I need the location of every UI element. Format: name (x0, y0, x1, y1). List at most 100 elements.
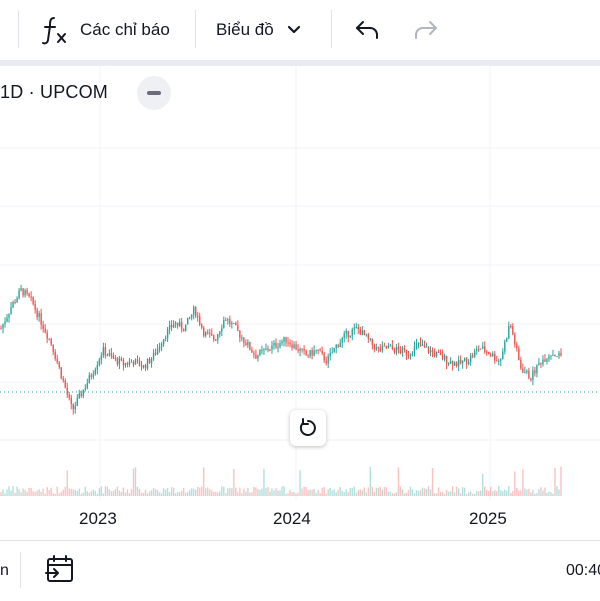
candle-body (72, 403, 74, 410)
redo-icon[interactable] (412, 16, 440, 44)
candle-body (457, 359, 460, 366)
indicators-label: Các chỉ báo (80, 20, 170, 39)
go-to-date-icon[interactable] (44, 553, 76, 585)
candle-body (532, 370, 534, 380)
candle-body (443, 355, 446, 360)
volume-bar (102, 493, 105, 496)
volume-bar (273, 490, 275, 496)
candle-body (482, 346, 484, 349)
undo-icon[interactable] (353, 16, 381, 44)
volume-bar (373, 491, 376, 496)
volume-bar (486, 489, 488, 496)
candle-body (488, 352, 490, 355)
volume-bar (68, 488, 70, 496)
volume-bar (283, 486, 285, 496)
volume-bar (24, 490, 26, 496)
candle-body (303, 348, 305, 351)
volume-bar (134, 467, 137, 496)
volume-bar (329, 487, 331, 496)
reset-chart-button[interactable] (290, 410, 326, 446)
volume-bar (36, 490, 38, 496)
candle-body (170, 325, 173, 328)
volume-bar (445, 489, 448, 496)
volume-bar (205, 488, 207, 496)
candle-body (467, 361, 470, 364)
candle-body (263, 349, 265, 351)
candle-body (423, 344, 426, 347)
volume-bar (233, 468, 235, 496)
candle-body (273, 342, 275, 346)
volume-bar (391, 493, 394, 496)
fx-icon[interactable] (40, 14, 70, 46)
candle-body (385, 345, 388, 349)
candle-body (283, 336, 285, 342)
volume-bar (219, 491, 221, 496)
candle-body (367, 334, 370, 339)
volume-bar (197, 486, 199, 496)
candle-body (156, 348, 159, 355)
candle-body (550, 355, 552, 357)
volume-bar (164, 489, 167, 496)
candle-body (84, 388, 87, 390)
volume-bar (502, 491, 504, 496)
candle-body (331, 352, 333, 354)
candle-body (166, 329, 169, 339)
candle-body (419, 342, 422, 346)
volume-bar (453, 492, 456, 496)
candle-body (387, 345, 390, 349)
candle-body (417, 342, 420, 345)
candle-body (279, 343, 281, 348)
volume-bar (14, 492, 16, 496)
volume-bar (148, 491, 151, 496)
chart-type-button[interactable]: Biểu đồ (216, 10, 302, 50)
volume-bar (544, 487, 546, 496)
candle-body (293, 344, 295, 348)
price-chart[interactable] (0, 66, 600, 536)
volume-bar (500, 490, 502, 496)
volume-bar (325, 493, 327, 496)
candle-body (391, 345, 394, 349)
volume-bar (285, 493, 287, 496)
candle-body (16, 298, 18, 303)
volume-bar (443, 493, 446, 496)
candle-body (435, 351, 438, 357)
volume-bar (494, 489, 496, 496)
volume-bar (156, 490, 159, 496)
volume-bar (64, 486, 66, 496)
timeframe-text[interactable]: n (0, 562, 9, 579)
candle-body (305, 350, 307, 356)
volume-bar (100, 486, 103, 496)
candle-body (42, 324, 44, 329)
volume-bar (335, 492, 337, 496)
volume-bar (506, 490, 508, 496)
candle-body (421, 344, 424, 346)
volume-bar (60, 491, 62, 496)
candle-body (124, 363, 127, 366)
candle-body (401, 347, 404, 354)
volume-bar (158, 492, 161, 496)
candle-body (289, 342, 291, 345)
candle-body (188, 317, 191, 319)
volume-bar (261, 488, 263, 496)
indicators-button[interactable]: Các chỉ báo (80, 10, 170, 50)
candle-body (207, 332, 209, 334)
volume-bar (309, 489, 311, 496)
volume-bar (399, 486, 402, 496)
candle-body (363, 330, 365, 336)
volume-bar (301, 488, 303, 496)
volume-bar (546, 492, 548, 496)
volume-bar (146, 493, 149, 496)
volume-bar (40, 491, 42, 496)
candle-body (281, 341, 283, 344)
volume-bar (379, 486, 382, 496)
candle-body (233, 322, 235, 324)
candle-body (502, 351, 504, 360)
candle-body (180, 321, 183, 330)
volume-bar (469, 491, 472, 496)
volume-bar (459, 493, 462, 496)
legend-collapse-button[interactable] (137, 76, 171, 110)
volume-bar (70, 488, 72, 496)
candle-body (30, 296, 32, 298)
volume-bar (514, 471, 516, 496)
candle-body (94, 369, 97, 375)
